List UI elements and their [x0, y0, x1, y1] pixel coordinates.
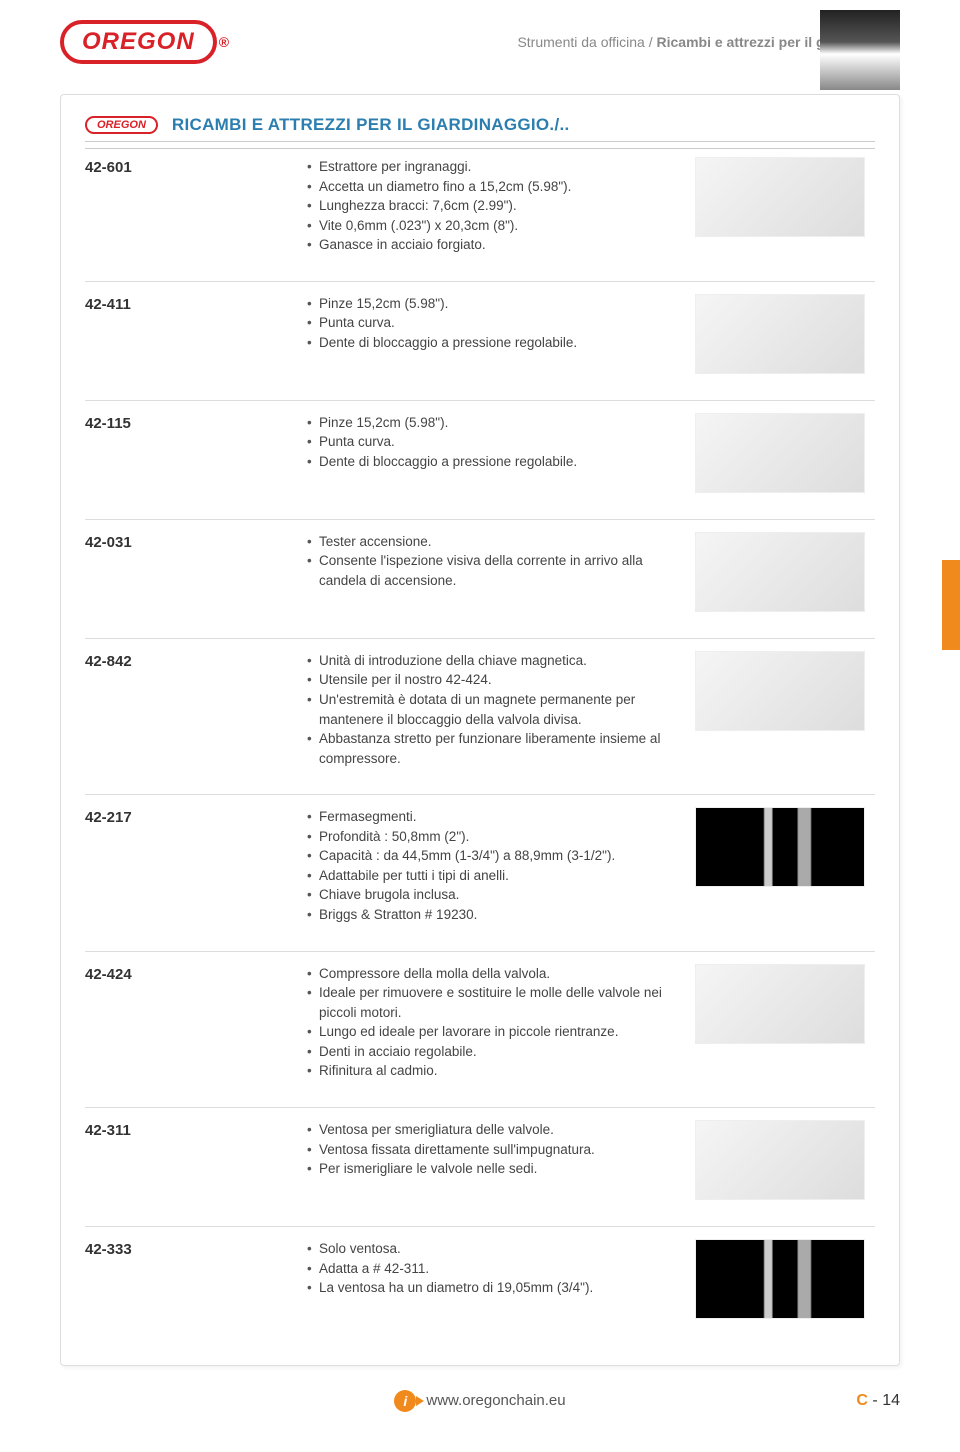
page-footer: i www.oregonchain.eu C - 14	[60, 1390, 900, 1412]
product-desc-item: Consente l'ispezione visiva della corren…	[305, 551, 665, 590]
product-image	[695, 157, 865, 237]
product-image-cell	[685, 532, 875, 612]
breadcrumb: Strumenti da officina / Ricambi e attrez…	[249, 34, 900, 50]
product-image	[695, 294, 865, 374]
side-tab	[942, 560, 960, 650]
product-desc-item: Rifinitura al cadmio.	[305, 1061, 665, 1081]
products-list: 42-601Estrattore per ingranaggi.Accetta …	[85, 148, 875, 1345]
header-thumbnail	[820, 10, 900, 90]
product-sku: 42-031	[85, 532, 305, 612]
product-image	[695, 532, 865, 612]
product-row: 42-424Compressore della molla della valv…	[85, 952, 875, 1108]
product-desc-item: Accetta un diametro fino a 15,2cm (5.98"…	[305, 177, 665, 197]
product-desc-item: Denti in acciaio regolabile.	[305, 1042, 665, 1062]
product-desc-item: Un'estremità è dotata di un magnete perm…	[305, 690, 665, 729]
page-number: C - 14	[856, 1392, 900, 1410]
product-image-cell	[685, 1120, 875, 1200]
product-desc-item: Tester accensione.	[305, 532, 665, 552]
product-desc-item: Ideale per rimuovere e sostituire le mol…	[305, 983, 665, 1022]
product-desc-item: Lunghezza bracci: 7,6cm (2.99").	[305, 196, 665, 216]
footer-url: www.oregonchain.eu	[426, 1392, 565, 1409]
product-image	[695, 807, 865, 887]
product-desc-item: Ganasce in acciaio forgiato.	[305, 235, 665, 255]
product-desc-item: Briggs & Stratton # 19230.	[305, 905, 665, 925]
page-header: OREGON ® Strumenti da officina / Ricambi…	[60, 20, 900, 64]
product-sku: 42-411	[85, 294, 305, 374]
product-description: Estrattore per ingranaggi.Accetta un dia…	[305, 157, 685, 255]
brand-logo: OREGON ®	[60, 20, 229, 64]
product-desc-item: Estrattore per ingranaggi.	[305, 157, 665, 177]
product-image	[695, 1120, 865, 1200]
page-num-value: 14	[882, 1392, 900, 1409]
product-desc-item: Pinze 15,2cm (5.98").	[305, 413, 665, 433]
product-image-cell	[685, 413, 875, 493]
brand-logo-small: OREGON	[85, 116, 158, 134]
product-description: Compressore della molla della valvola.Id…	[305, 964, 685, 1081]
product-image-cell	[685, 651, 875, 768]
product-image	[695, 964, 865, 1044]
product-description: Solo ventosa.Adatta a # 42-311.La ventos…	[305, 1239, 685, 1319]
info-icon: i	[394, 1390, 416, 1412]
product-desc-item: Compressore della molla della valvola.	[305, 964, 665, 984]
product-desc-item: Pinze 15,2cm (5.98").	[305, 294, 665, 314]
product-desc-item: Dente di bloccaggio a pressione regolabi…	[305, 452, 665, 472]
product-image-cell	[685, 294, 875, 374]
product-desc-item: Adattabile per tutti i tipi di anelli.	[305, 866, 665, 886]
product-image-cell	[685, 1239, 875, 1319]
product-row: 42-217Fermasegmenti.Profondità : 50,8mm …	[85, 795, 875, 951]
breadcrumb-prefix: Strumenti da officina /	[517, 34, 656, 50]
product-description: Fermasegmenti.Profondità : 50,8mm (2").C…	[305, 807, 685, 924]
product-desc-item: Vite 0,6mm (.023") x 20,3cm (8").	[305, 216, 665, 236]
page-sep: -	[868, 1392, 882, 1409]
product-sku: 42-424	[85, 964, 305, 1081]
product-desc-item: Per ismerigliare le valvole nelle sedi.	[305, 1159, 665, 1179]
product-row: 42-411Pinze 15,2cm (5.98").Punta curva.D…	[85, 282, 875, 401]
product-description: Tester accensione.Consente l'ispezione v…	[305, 532, 685, 612]
product-sku: 42-311	[85, 1120, 305, 1200]
brand-logo-text: OREGON	[60, 20, 217, 64]
product-image-cell	[685, 807, 875, 924]
product-sku: 42-115	[85, 413, 305, 493]
product-desc-item: Lungo ed ideale per lavorare in piccole …	[305, 1022, 665, 1042]
product-image	[695, 1239, 865, 1319]
product-image-cell	[685, 157, 875, 255]
section-title: RICAMBI E ATTREZZI PER IL GIARDINAGGIO./…	[172, 115, 570, 135]
product-desc-item: Ventosa per smerigliatura delle valvole.	[305, 1120, 665, 1140]
product-row: 42-115Pinze 15,2cm (5.98").Punta curva.D…	[85, 401, 875, 520]
product-row: 42-031Tester accensione.Consente l'ispez…	[85, 520, 875, 639]
product-sku: 42-217	[85, 807, 305, 924]
registered-mark: ®	[219, 34, 229, 50]
product-image	[695, 651, 865, 731]
product-desc-item: La ventosa ha un diametro di 19,05mm (3/…	[305, 1278, 665, 1298]
product-sku: 42-842	[85, 651, 305, 768]
product-desc-item: Punta curva.	[305, 432, 665, 452]
product-desc-item: Punta curva.	[305, 313, 665, 333]
product-image-cell	[685, 964, 875, 1081]
content-box: OREGON RICAMBI E ATTREZZI PER IL GIARDIN…	[60, 94, 900, 1366]
product-desc-item: Chiave brugola inclusa.	[305, 885, 665, 905]
product-row: 42-333Solo ventosa.Adatta a # 42-311.La …	[85, 1227, 875, 1345]
product-desc-item: Fermasegmenti.	[305, 807, 665, 827]
product-image	[695, 413, 865, 493]
product-row: 42-842Unità di introduzione della chiave…	[85, 639, 875, 795]
product-description: Pinze 15,2cm (5.98").Punta curva.Dente d…	[305, 413, 685, 493]
product-desc-item: Abbastanza stretto per funzionare libera…	[305, 729, 665, 768]
product-desc-item: Dente di bloccaggio a pressione regolabi…	[305, 333, 665, 353]
product-desc-item: Solo ventosa.	[305, 1239, 665, 1259]
product-desc-item: Ventosa fissata direttamente sull'impugn…	[305, 1140, 665, 1160]
product-desc-item: Adatta a # 42-311.	[305, 1259, 665, 1279]
product-desc-item: Unità di introduzione della chiave magne…	[305, 651, 665, 671]
product-description: Unità di introduzione della chiave magne…	[305, 651, 685, 768]
page-letter: C	[856, 1392, 868, 1409]
product-desc-item: Profondità : 50,8mm (2").	[305, 827, 665, 847]
product-description: Pinze 15,2cm (5.98").Punta curva.Dente d…	[305, 294, 685, 374]
product-row: 42-601Estrattore per ingranaggi.Accetta …	[85, 148, 875, 282]
product-sku: 42-333	[85, 1239, 305, 1319]
product-desc-item: Capacità : da 44,5mm (1-3/4") a 88,9mm (…	[305, 846, 665, 866]
product-sku: 42-601	[85, 157, 305, 255]
section-header: OREGON RICAMBI E ATTREZZI PER IL GIARDIN…	[85, 115, 875, 142]
product-desc-item: Utensile per il nostro 42-424.	[305, 670, 665, 690]
product-description: Ventosa per smerigliatura delle valvole.…	[305, 1120, 685, 1200]
product-row: 42-311Ventosa per smerigliatura delle va…	[85, 1108, 875, 1227]
